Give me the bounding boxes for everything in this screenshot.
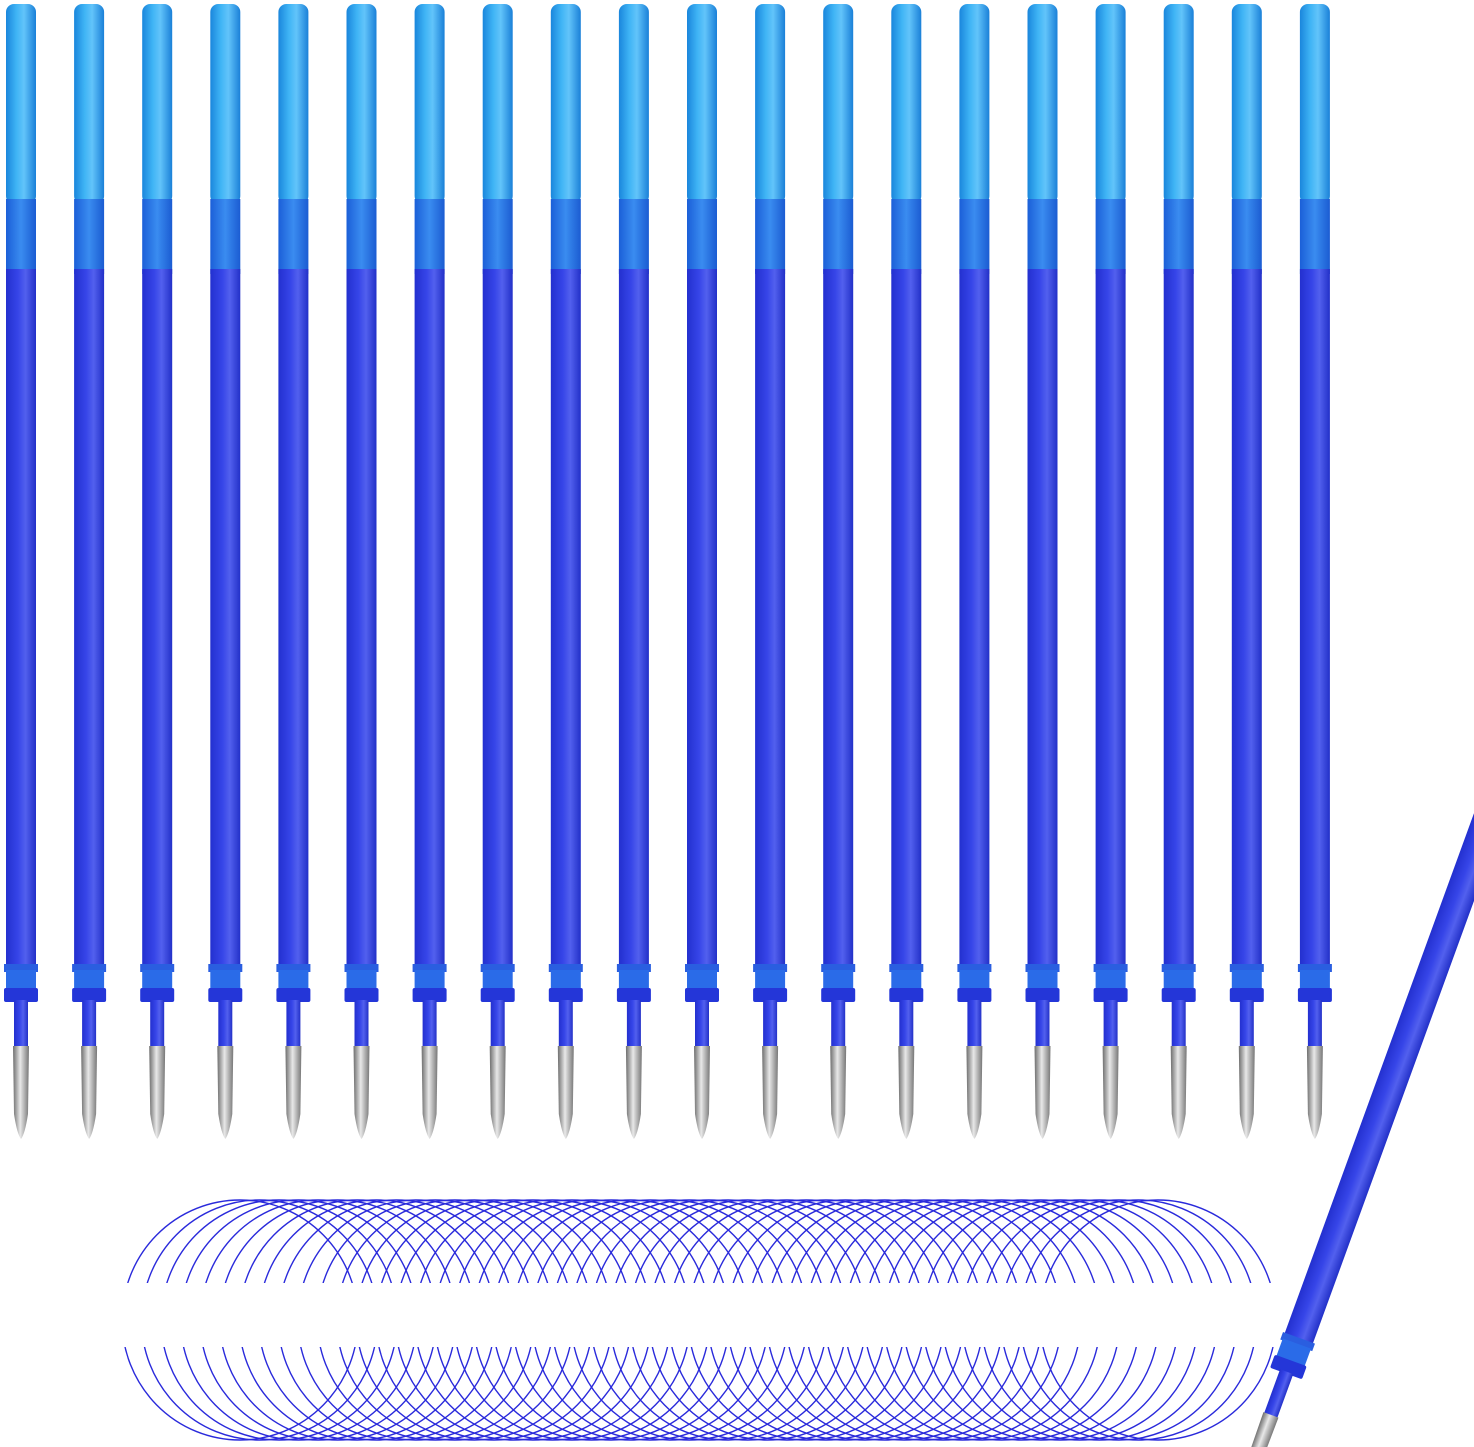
pen-refill [616,4,651,1139]
pen-refill [344,4,379,1139]
pen-refill [889,4,924,1139]
pen-refill [1297,4,1332,1139]
pen-refill [72,4,107,1139]
pen-refill [1229,4,1264,1139]
pen-refill [208,4,243,1139]
pen-refill [685,4,719,1139]
pen-refill [140,4,175,1139]
pen-refill [276,4,311,1139]
coil-gap [110,1283,1290,1347]
pen-refill [1025,4,1060,1139]
pen-refill [480,4,515,1139]
pen-refill [4,4,38,1139]
pen-refill [548,4,583,1139]
pen-refill [753,4,788,1139]
pen-refill [412,4,447,1139]
pen-refill [957,4,992,1139]
pen-refill [821,4,856,1139]
pen-refill [1093,4,1128,1139]
pen-refill [1161,4,1196,1139]
